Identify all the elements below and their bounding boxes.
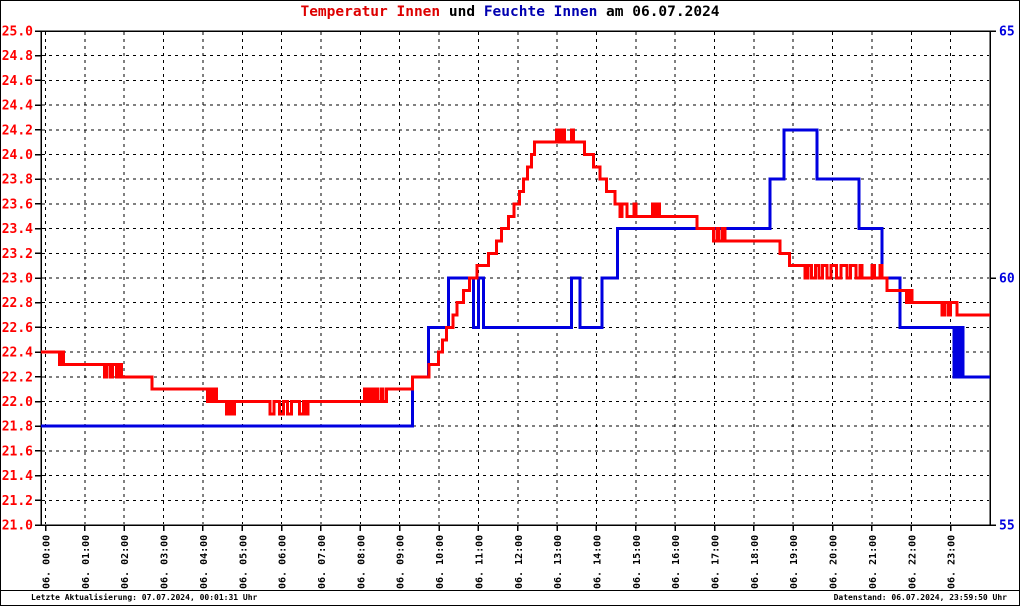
- humidity-series-line: [41, 128, 990, 428]
- left-axis-label: 23.2: [2, 247, 33, 262]
- left-axis-label: 21.8: [2, 420, 33, 435]
- x-axis-label: 06. 20:00: [829, 535, 840, 589]
- left-axis-label: 23.6: [2, 197, 33, 212]
- x-axis-label: 06. 12:00: [514, 535, 525, 589]
- left-axis-label: 23.4: [2, 222, 33, 237]
- left-axis-label: 23.0: [2, 272, 33, 287]
- left-axis-label: 21.6: [2, 444, 33, 459]
- x-axis-label: 06. 01:00: [81, 535, 92, 589]
- x-axis-label: 06. 13:00: [553, 535, 564, 589]
- x-axis-label: 06. 05:00: [238, 535, 249, 589]
- left-axis-label: 25.0: [2, 25, 33, 40]
- left-axis-label: 22.8: [2, 296, 33, 311]
- x-axis-label: 06. 14:00: [592, 535, 603, 589]
- x-axis-label: 06. 06:00: [278, 535, 289, 589]
- chart-title: Temperatur Innen und Feuchte Innen am 06…: [1, 4, 1019, 20]
- title-part-date: am 06.07.2024: [597, 4, 720, 20]
- x-axis-label: 06. 02:00: [120, 535, 131, 589]
- left-axis-label: 22.4: [2, 346, 33, 361]
- left-axis-label: 23.8: [2, 173, 33, 188]
- x-axis-label: 06. 08:00: [356, 535, 367, 589]
- x-axis-label: 06. 18:00: [750, 535, 761, 589]
- right-axis-label: 65: [999, 25, 1015, 40]
- x-axis-label: 06. 07:00: [317, 535, 328, 589]
- x-axis-label: 06. 15:00: [632, 535, 643, 589]
- chart-canvas: 21.0 21.2 21.4 21.6 21.8 22.0 22.2 22.4 22.6 22.8…: [2, 25, 1015, 590]
- left-axis-label: 22.2: [2, 370, 33, 385]
- left-axis-label: 24.4: [2, 99, 33, 114]
- left-axis-label: 24.8: [2, 49, 33, 64]
- left-axis-label: 21.4: [2, 469, 33, 484]
- x-axis-label: 06. 03:00: [160, 535, 171, 589]
- footer-bar: Letzte Aktualisierung: 07.07.2024, 00:01…: [1, 590, 1019, 605]
- plot-border: [40, 30, 991, 526]
- left-axis-label: 24.6: [2, 74, 33, 89]
- x-axis-label: 06. 09:00: [396, 535, 407, 589]
- footer-data-timestamp: Datenstand: 06.07.2024, 23:59:50 Uhr: [833, 593, 1007, 602]
- left-axis-label: 21.2: [2, 494, 33, 509]
- x-axis-label: 06. 00:00: [42, 535, 53, 589]
- x-axis-label: 06. 23:00: [947, 535, 958, 589]
- x-axis-label: 06. 16:00: [671, 535, 682, 589]
- x-axis-label: 06. 04:00: [199, 535, 210, 589]
- x-axis-label: 06. 22:00: [907, 535, 918, 589]
- title-part-humidity: Feuchte Innen: [483, 4, 598, 20]
- x-axis-label: 06. 21:00: [868, 535, 879, 589]
- left-axis-label: 21.0: [2, 519, 33, 534]
- right-axis-label: 60: [999, 272, 1015, 287]
- title-part-und: und: [440, 4, 484, 20]
- left-axis-label: 22.6: [2, 321, 33, 336]
- x-axis-label: 06. 10:00: [435, 535, 446, 589]
- x-axis-label: 06. 19:00: [789, 535, 800, 589]
- title-part-temperature: Temperatur Innen: [300, 4, 441, 20]
- right-axis-label: 55: [999, 519, 1015, 534]
- x-axis-label: 06. 11:00: [474, 535, 485, 589]
- left-axis-label: 22.0: [2, 395, 33, 410]
- left-axis-label: 24.0: [2, 148, 33, 163]
- temperature-series-line: [41, 128, 990, 416]
- x-axis-label: 06. 17:00: [711, 535, 722, 589]
- left-axis-label: 24.2: [2, 123, 33, 138]
- footer-last-update: Letzte Aktualisierung: 07.07.2024, 00:01…: [31, 593, 258, 602]
